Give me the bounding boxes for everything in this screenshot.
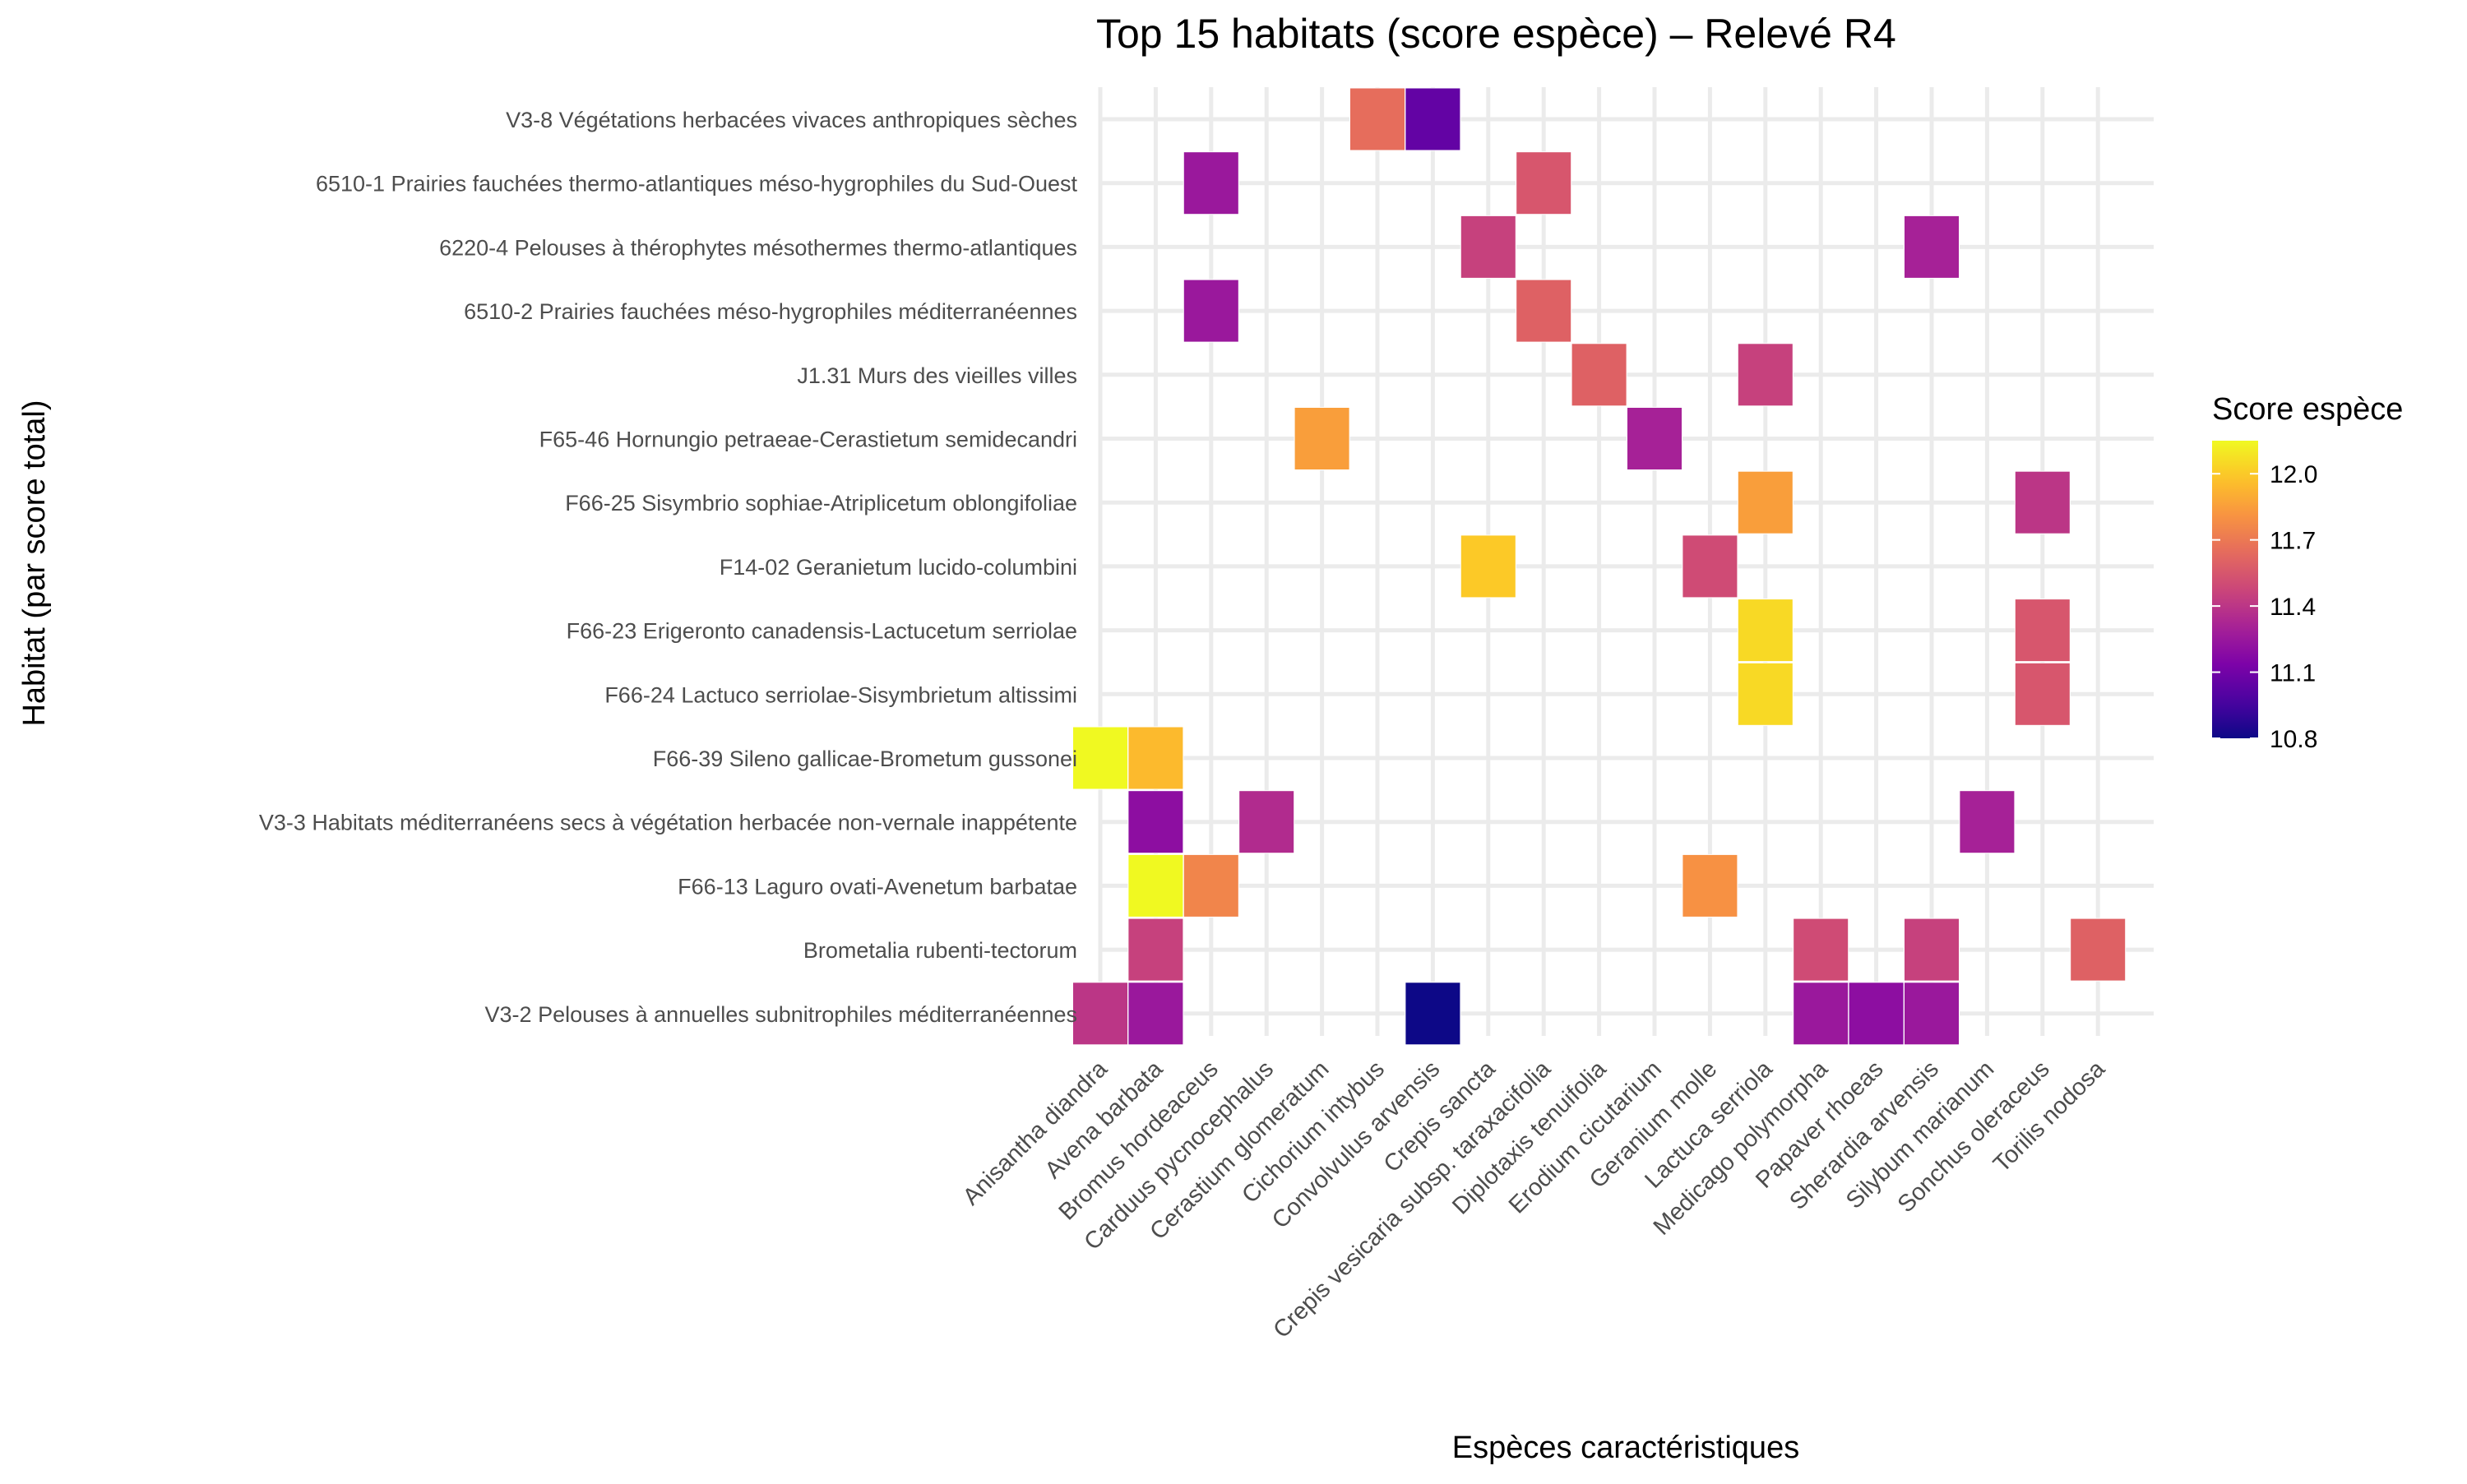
y-tick-label: V3-3 Habitats méditerranéens secs à végé… [259,811,1077,835]
heatmap-cell [1183,853,1239,918]
legend-tick-label: 10.8 [2270,726,2317,753]
heatmap-cell [1904,215,1960,279]
heatmap-cell [1072,726,1128,790]
heatmap-cell [1460,215,1516,279]
y-tick-label: F66-23 Erigeronto canadensis-Lactucetum … [567,619,1077,644]
legend-colorbar [2212,441,2258,738]
heatmap-cell [1238,790,1295,854]
heatmap-cell [1127,726,1184,790]
heatmap-cell [1516,279,1572,343]
y-tick-label: F66-39 Sileno gallicae-Brometum gussonei [653,747,1077,771]
y-axis-title: Habitat (par score total) [17,400,52,726]
y-tick-label: F14-02 Geranietum lucido-columbini [720,555,1077,580]
y-tick-label: F66-24 Lactuco serriolae-Sisymbrietum al… [604,682,1077,707]
y-tick-label: 6510-2 Prairies fauchées méso-hygrophile… [464,299,1077,324]
color-legend: Score espèce 10.8 11.1 11.4 11.7 12.0 [2212,392,2403,753]
heatmap-cell [1793,982,1849,1046]
y-tick-label: F66-13 Laguro ovati-Avenetum barbatae [678,874,1077,899]
y-tick-label: 6510-1 Prairies fauchées thermo-atlantiq… [316,172,1078,196]
heatmap-cell [1460,534,1516,599]
heatmap-cell [2014,599,2071,663]
heatmap-cell [1183,279,1239,343]
heatmap-cell [2014,470,2071,534]
heatmap-cell [1682,534,1738,599]
heatmap-cell [1904,918,1960,982]
y-tick-label: J1.31 Murs des vieilles villes [797,363,1077,388]
heatmap-cell [1682,853,1738,918]
legend-tick-label: 11.1 [2270,660,2316,687]
heatmap-cell [1183,151,1239,215]
heatmap-cell [1516,151,1572,215]
y-tick-label: V3-8 Végétations herbacées vivaces anthr… [506,108,1077,132]
heatmap-cell [1127,853,1184,918]
chart-title: Top 15 habitats (score espèce) – Relevé … [1096,11,1896,57]
heatmap-cell [1793,918,1849,982]
heatmap-cell [1571,343,1627,407]
legend-tick-label: 11.7 [2270,528,2316,555]
heatmap-cell [1904,982,1960,1046]
heatmap-cell [1127,982,1184,1046]
heatmap-cell [2070,918,2127,982]
legend-tick-label: 11.4 [2270,594,2316,621]
y-tick-label: F66-25 Sisymbrio sophiae-Atriplicetum ob… [565,491,1077,515]
y-tick-label: Brometalia rubenti-tectorum [803,938,1077,963]
heatmap-cell [1294,407,1350,470]
heatmap-cell [1737,343,1794,407]
heatmap-cells [1072,87,2127,1046]
heatmap-cell [1848,982,1905,1046]
heatmap-cell [1405,982,1461,1046]
legend-title: Score espèce [2212,392,2403,427]
heatmap-cell [1959,790,2016,854]
grid-lines [1098,87,2154,1036]
heatmap-cell [1737,470,1794,534]
heatmap-cell [1127,918,1184,982]
heatmap-cell [1072,982,1128,1046]
y-tick-label: 6220-4 Pelouses à thérophytes mésotherme… [439,235,1077,260]
heatmap-cell [1127,790,1184,854]
heatmap-cell [1405,87,1461,151]
legend-tick-label: 12.0 [2270,461,2317,488]
heatmap-cell [1349,87,1405,151]
y-tick-label: V3-2 Pelouses à annuelles subnitrophiles… [485,1002,1077,1027]
heatmap-cell [1737,599,1794,663]
x-axis-title: Espèces caractéristiques [1452,1431,1799,1465]
heatmap-cell [1737,662,1794,726]
y-tick-label: F65-46 Hornungio petraeae-Cerastietum se… [539,428,1077,452]
heatmap-cell [2014,662,2071,726]
heatmap-cell [1627,407,1682,470]
y-tick-labels: V3-8 Végétations herbacées vivaces anthr… [259,108,1078,1027]
